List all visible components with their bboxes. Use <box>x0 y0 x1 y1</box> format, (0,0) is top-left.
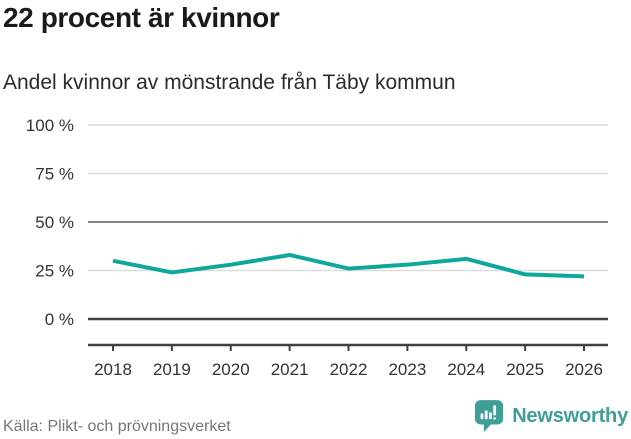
x-tick-label: 2018 <box>94 360 132 379</box>
x-tick-label: 2024 <box>447 360 485 379</box>
y-tick-label: 25 % <box>35 262 74 281</box>
newsworthy-logo[interactable]: Newsworthy <box>474 399 628 433</box>
x-tick-label: 2019 <box>153 360 191 379</box>
brand-name: Newsworthy <box>512 404 628 427</box>
x-tick-label: 2026 <box>565 360 603 379</box>
x-tick-label: 2020 <box>212 360 250 379</box>
x-tick-label: 2025 <box>506 360 544 379</box>
y-tick-label: 50 % <box>35 213 74 232</box>
x-tick-label: 2023 <box>388 360 426 379</box>
y-tick-label: 0 % <box>45 310 74 329</box>
chart-title: 22 procent är kvinnor <box>3 2 280 33</box>
y-tick-label: 100 % <box>26 116 74 135</box>
x-tick-label: 2022 <box>330 360 368 379</box>
newsworthy-icon <box>475 400 504 432</box>
data-line <box>112 252 585 279</box>
source-note: Källa: Plikt- och prövningsverket <box>3 418 231 435</box>
x-tick-label: 2021 <box>271 360 309 379</box>
chart-subtitle: Andel kvinnor av mönstrande från Täby ko… <box>3 71 456 94</box>
y-tick-label: 75 % <box>35 165 74 184</box>
